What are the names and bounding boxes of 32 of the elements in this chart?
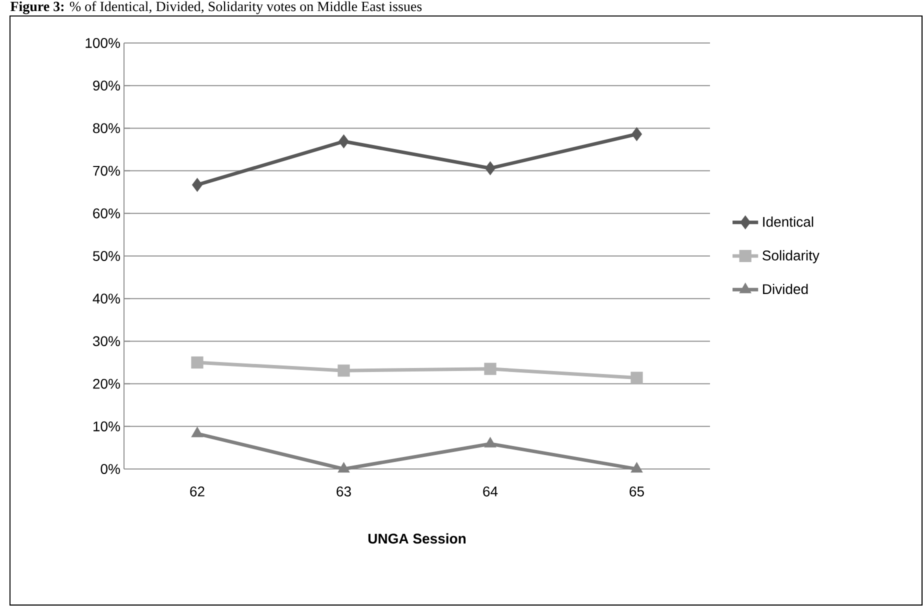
y-tick-label: 0% <box>100 464 120 474</box>
y-tick-label: 30% <box>92 336 120 346</box>
y-tick-label: 20% <box>93 378 120 389</box>
x-tick-label: 62 <box>190 486 204 496</box>
x-tick-label: 64 <box>483 486 498 496</box>
x-axis-title: UNGA Session <box>368 533 466 544</box>
point <box>484 436 496 448</box>
legend-label: Identical <box>763 216 814 227</box>
point <box>630 372 643 384</box>
y-tick-label: 50% <box>93 251 120 261</box>
point <box>338 462 350 473</box>
y-tick-label: 100% <box>86 38 120 48</box>
point <box>191 426 204 438</box>
x-tick-label: 65 <box>630 486 644 496</box>
point <box>484 362 496 375</box>
y-tick-label: 40% <box>92 294 120 304</box>
legend-label: Divided <box>763 284 808 294</box>
y-tick-label: 80% <box>93 123 120 134</box>
chart-title: Figure 3: % of Identical, Divided, Solidarity votes on Middle East issues <box>10 1 422 14</box>
point <box>192 178 203 192</box>
legend-label: Solidarity <box>762 250 820 264</box>
x-tick-label: 63 <box>336 486 351 496</box>
y-tick-label: 90% <box>93 80 120 91</box>
y-tick-label: 70% <box>93 166 120 176</box>
point <box>338 364 350 377</box>
y-tick-label: 60% <box>93 208 120 218</box>
y-tick-label: 10% <box>94 421 120 432</box>
point <box>484 161 496 176</box>
point <box>630 462 643 473</box>
point <box>631 127 642 142</box>
point <box>338 134 350 148</box>
point <box>191 356 204 369</box>
